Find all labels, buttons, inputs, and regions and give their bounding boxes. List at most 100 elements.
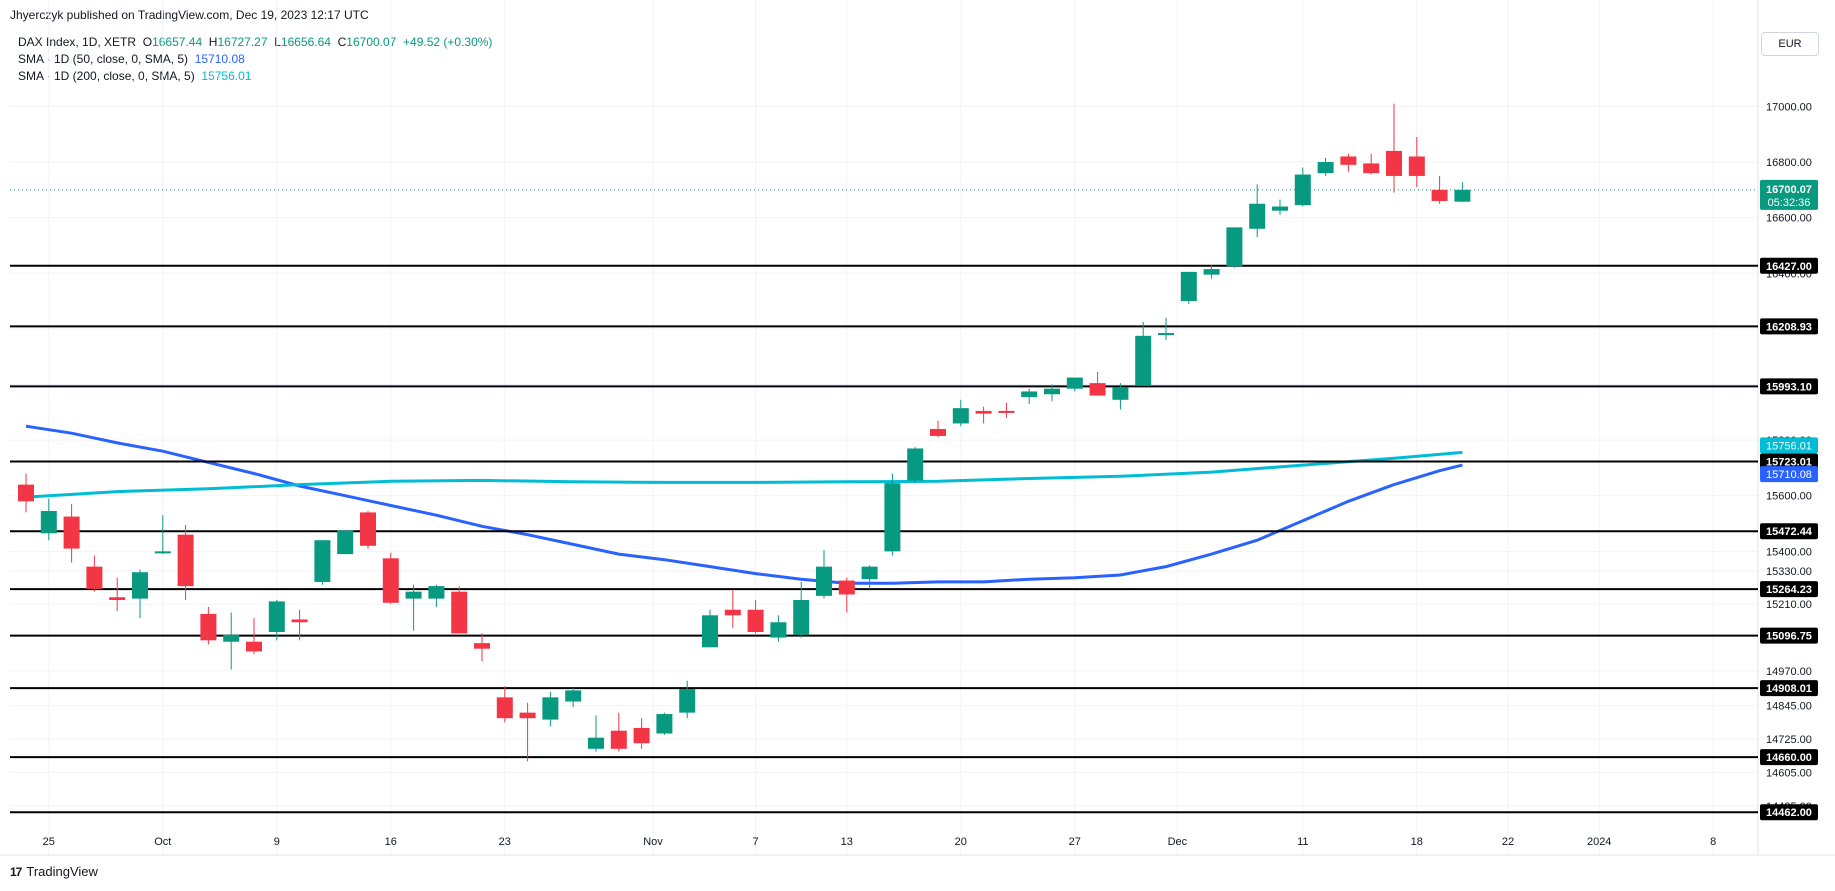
level-price-tag	[1760, 680, 1818, 697]
level-price-tag	[1760, 257, 1818, 274]
candle-body[interactable]	[132, 572, 148, 599]
candle-body[interactable]	[154, 551, 171, 554]
level-price-label: 14908.01	[1766, 683, 1812, 695]
candle-body[interactable]	[1249, 203, 1266, 229]
candle-body[interactable]	[1021, 391, 1038, 398]
candle-body[interactable]	[86, 566, 103, 589]
candle-body[interactable]	[1089, 383, 1106, 396]
sma200-price-tag-label: 15756.01	[1766, 440, 1812, 452]
candle-body[interactable]	[496, 697, 513, 719]
candle-body[interactable]	[907, 448, 924, 481]
candle-body[interactable]	[405, 591, 422, 599]
candle-body[interactable]	[816, 566, 832, 596]
level-price-label: 15264.23	[1766, 584, 1812, 596]
candle-body[interactable]	[724, 609, 741, 616]
candle-body[interactable]	[1112, 387, 1129, 400]
candle-body[interactable]	[588, 737, 604, 749]
time-axis[interactable]: 25 Oct 9 16 23 Nov 7 13 20 27 Dec 11 18 22 2024 8	[43, 836, 1717, 848]
candle-body[interactable]	[1226, 227, 1243, 267]
candle-body[interactable]	[793, 600, 810, 635]
candle-body[interactable]	[1454, 189, 1471, 202]
candle-body[interactable]	[177, 534, 194, 587]
candle-body[interactable]	[838, 580, 855, 595]
candle-body[interactable]	[998, 410, 1015, 413]
tradingview-logo-icon: 17	[10, 864, 22, 879]
candle-body[interactable]	[930, 428, 946, 436]
open-label: O	[142, 35, 153, 49]
level-price-tag	[1760, 581, 1818, 598]
chart-legend: DAX Index, 1D, XETR O16657.44 H16727.27 …	[18, 34, 492, 85]
level-price-tag	[1760, 749, 1818, 766]
candle-body[interactable]	[246, 641, 262, 652]
candle-body[interactable]	[428, 586, 445, 599]
candle-body[interactable]	[63, 516, 80, 549]
candle-body[interactable]	[1066, 377, 1083, 389]
candle-body[interactable]	[382, 558, 399, 603]
candle-body[interactable]	[884, 483, 901, 552]
candle-body[interactable]	[861, 566, 878, 580]
candle-body[interactable]	[1340, 156, 1357, 165]
candle-body[interactable]	[337, 530, 354, 555]
sma200-legend-row[interactable]: SMA · 1D (200, close, 0, SMA, 5) 15756.0…	[18, 68, 492, 85]
candle-body[interactable]	[1180, 271, 1197, 302]
candle-body[interactable]	[565, 690, 582, 702]
currency-selector[interactable]: EUR	[1761, 32, 1819, 56]
candle-body[interactable]	[1158, 333, 1174, 336]
candle-body[interactable]	[1044, 388, 1060, 395]
candle-body[interactable]	[314, 540, 331, 582]
candle-body[interactable]	[747, 609, 764, 632]
candle-body[interactable]	[40, 511, 57, 534]
candle-body[interactable]	[360, 512, 376, 546]
last-price-tag	[1760, 179, 1818, 210]
tradingview-logo[interactable]: 17 TradingView	[10, 864, 98, 879]
candle-body[interactable]	[18, 484, 34, 502]
candle-body[interactable]	[223, 634, 240, 642]
time-tick-label: 9	[274, 836, 280, 848]
candle-body[interactable]	[1135, 335, 1152, 386]
level-price-label: 15472.44	[1766, 526, 1813, 538]
candle-body[interactable]	[1363, 163, 1380, 174]
time-tick-label: Oct	[154, 836, 171, 848]
candle-body[interactable]	[268, 601, 285, 632]
time-tick-label: 27	[1069, 836, 1081, 848]
candle-body[interactable]	[952, 408, 969, 424]
candle-body[interactable]	[770, 622, 787, 638]
sma50-price-tag	[1760, 466, 1818, 483]
candle-body[interactable]	[542, 697, 559, 720]
candle-body[interactable]	[451, 591, 468, 634]
candle-body[interactable]	[109, 597, 126, 601]
candle-body[interactable]	[656, 714, 673, 734]
sma200-price-tag	[1760, 437, 1818, 454]
candle-body[interactable]	[679, 689, 696, 713]
symbol-label: DAX Index, 1D, XETR	[18, 35, 137, 49]
candle-body[interactable]	[519, 712, 536, 719]
high-label: H	[208, 35, 218, 49]
candle-body[interactable]	[1272, 206, 1288, 211]
candle-body[interactable]	[1431, 189, 1448, 201]
candle-body[interactable]	[1203, 269, 1220, 275]
candle-body[interactable]	[1386, 150, 1402, 176]
publisher-line: Jhyerczyk published on TradingView.com, …	[10, 8, 369, 22]
candle-body[interactable]	[610, 730, 627, 749]
price-tick-label: 15400.00	[1766, 546, 1812, 558]
candle-body[interactable]	[200, 613, 217, 641]
candle-body[interactable]	[474, 643, 490, 649]
candle-body[interactable]	[1317, 162, 1334, 174]
close-value: 16700.07	[346, 35, 397, 49]
time-tick-label: 11	[1297, 836, 1308, 848]
candle-body[interactable]	[291, 619, 308, 623]
change-value: +49.52 (+0.30%)	[403, 35, 493, 49]
candle-body[interactable]	[1294, 174, 1311, 206]
grid-layer	[10, 0, 1758, 855]
open-value: 16657.44	[152, 35, 203, 49]
candle-layer	[18, 103, 1471, 762]
sma50-legend-row[interactable]: SMA · 1D (50, close, 0, SMA, 5) 15710.08	[18, 51, 492, 68]
candle-body[interactable]	[1408, 156, 1425, 176]
candle-body[interactable]	[633, 727, 650, 744]
level-price-label: 15723.01	[1766, 457, 1812, 469]
candle-body[interactable]	[702, 615, 718, 648]
candle-body[interactable]	[975, 410, 992, 414]
sma50-label: SMA · 1D (50, close, 0, SMA, 5)	[18, 52, 189, 66]
time-tick-label: Nov	[643, 836, 663, 848]
